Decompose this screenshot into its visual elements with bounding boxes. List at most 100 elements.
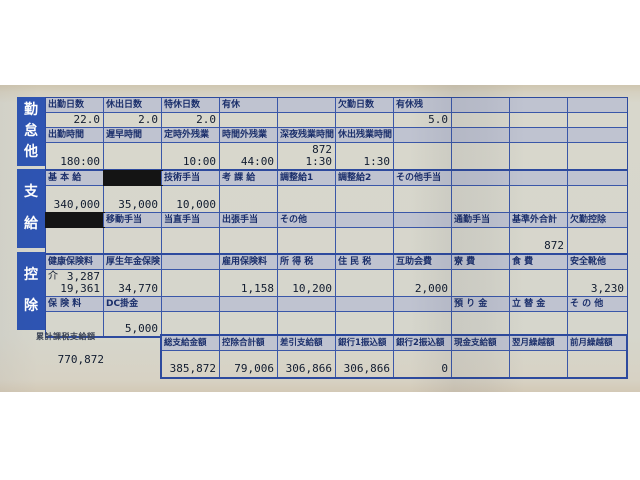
section-label-char: 他: [24, 144, 38, 160]
value-cell: [568, 312, 627, 336]
value-cell: 5.0: [394, 113, 452, 127]
summary-header-cell: 翌月繰越額: [510, 336, 567, 351]
section-label-char: 給: [24, 215, 38, 232]
summary-column: 差引支給額 306,866: [278, 336, 336, 377]
section-label-char: 除: [24, 298, 38, 314]
header-cell: [568, 128, 627, 142]
header-cell: DC掛金: [104, 297, 162, 311]
header-cell: 出勤時間: [46, 128, 104, 142]
value-cell: 340,000: [46, 186, 104, 212]
summary-value-cell: 306,866: [343, 362, 390, 375]
value-cell: [510, 186, 568, 212]
section-label-attendance: 勤怠他: [17, 97, 45, 166]
header-cell: その他手当: [394, 171, 452, 185]
value-cell: [568, 228, 627, 253]
summary-column: 銀行2振込額 0: [394, 336, 452, 377]
summary-header-cell: 現金支給額: [452, 336, 509, 351]
summary-column: 銀行1振込額 306,866: [336, 336, 394, 377]
header-cell: [394, 128, 452, 142]
value-cell: [278, 113, 336, 127]
header-cell: 有休残: [394, 98, 452, 112]
summary-column: 前月繰越額: [568, 336, 626, 377]
value-cell: 介 3,287 19,361: [46, 270, 104, 296]
value-cell: [510, 143, 568, 169]
section-payment: 基 本 給技術手当考 課 給調整給1 調整給2 その他手当 340,000 35,000…: [45, 171, 628, 255]
payment-header-row: 基 本 給 技術手当考 課 給調整給1 調整給2 その他手当: [46, 171, 627, 186]
summary-column: 総支給金額 385,872: [162, 336, 220, 377]
header-cell: 定時外残業: [162, 128, 220, 142]
value-cell: [278, 228, 336, 253]
value-cell: [568, 143, 627, 169]
header-cell: [278, 98, 336, 112]
value-cell: [394, 186, 452, 212]
value-cell: [162, 270, 220, 296]
summary-value-cell: 79,006: [234, 362, 274, 375]
header-cell: 通勤手当: [452, 213, 510, 227]
value-cell: [452, 186, 510, 212]
value-cell: 22.0: [46, 113, 104, 127]
attendance-value-row: 22.0 2.0 2.0 5.0: [46, 113, 627, 128]
header-cell: [452, 98, 510, 112]
redacted-cell: [46, 213, 104, 227]
payment-value-row: 340,000 35,000 10,000: [46, 186, 627, 213]
section-label-char: 支: [24, 184, 38, 201]
header-cell: [336, 213, 394, 227]
summary-header-cell: 前月繰越額: [568, 336, 626, 351]
value-cell: [510, 270, 568, 296]
value-cell: [452, 312, 510, 336]
header-cell: 深夜残業時間: [278, 128, 336, 142]
summary-header-cell: 総支給金額: [162, 336, 219, 351]
header-cell: 特休日数: [162, 98, 220, 112]
header-cell: そ の 他: [568, 297, 627, 311]
main-grid: 出勤日数 休出日数 特休日数 有休 欠勤日数 有休残 22.0 2.0 2.0 5.0 出勤時間 遅早…: [45, 97, 628, 338]
header-cell: [452, 171, 510, 185]
value-cell: [452, 113, 510, 127]
header-cell: 立 替 金: [510, 297, 568, 311]
value-cell: 2,000: [394, 270, 452, 296]
summary-column: 現金支給額: [452, 336, 510, 377]
value-cell: 2.0: [104, 113, 162, 127]
header-cell: 基 本 給: [46, 171, 104, 185]
value-cell: [104, 143, 162, 169]
section-label-payment: 支給: [17, 169, 45, 248]
summary-header-cell: 控除合計額: [220, 336, 277, 351]
value-cell: [568, 113, 627, 127]
value-cell: [278, 312, 336, 336]
header-cell: 当直手当: [162, 213, 220, 227]
value-cell: 872 1:30: [278, 143, 336, 169]
summary-column: 控除合計額 79,006: [220, 336, 278, 377]
value-cell: 2.0: [162, 113, 220, 127]
value-cell: 872: [510, 228, 568, 253]
attendance-header-row: 出勤時間 遅早時間 定時外残業 時間外残業 深夜残業時間 休出残業時間: [46, 128, 627, 143]
header-cell: 有休: [220, 98, 278, 112]
value-cell: [220, 113, 278, 127]
summary-column: 翌月繰越額: [510, 336, 568, 377]
value-cell: [452, 228, 510, 253]
header-cell: 時間外残業: [220, 128, 278, 142]
header-cell: 調整給1: [278, 171, 336, 185]
value-cell: [46, 312, 104, 336]
header-cell: [394, 213, 452, 227]
value-cell: 35,000: [104, 186, 162, 212]
value-cell: [394, 228, 452, 253]
value-cell: [336, 270, 394, 296]
value-cell: [220, 228, 278, 253]
value-cell: [220, 186, 278, 212]
value-cell: [162, 228, 220, 253]
header-cell: 欠勤控除: [568, 213, 627, 227]
header-cell: 雇用保険料: [220, 255, 278, 269]
value-cell: 10,200: [278, 270, 336, 296]
header-cell: 保 険 料: [46, 297, 104, 311]
cumulative-taxable-pay-label: 累計課税支給額: [36, 332, 96, 341]
header-cell: 休出残業時間: [336, 128, 394, 142]
value-cell: [510, 312, 568, 336]
value-cell: [220, 312, 278, 336]
section-deduction: 健康保険料 厚生年金保険 雇用保険料所 得 税住 民 税互助会費寮 費食 費安全靴他…: [45, 255, 628, 338]
header-cell: 寮 費: [452, 255, 510, 269]
header-cell: [510, 98, 568, 112]
value-cell: 10:00: [162, 143, 220, 169]
header-cell: 健康保険料: [46, 255, 104, 269]
payment-header-row: 移動手当 当直手当 出張手当 その他 通勤手当 基準外合計 欠勤控除: [46, 213, 627, 228]
value-cell: [394, 312, 452, 336]
section-label-char: 控: [24, 267, 38, 283]
